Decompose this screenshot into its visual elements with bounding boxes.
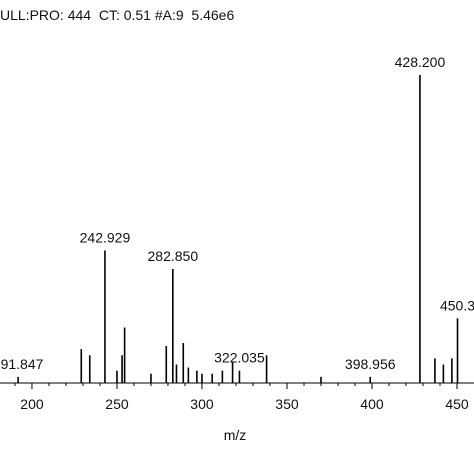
peak-label: 450.3: [440, 297, 474, 313]
x-tick-label: 250: [105, 396, 129, 412]
x-tick-label: 400: [360, 396, 384, 412]
x-axis-label: m/z: [224, 427, 247, 443]
peak-label: 398.956: [345, 356, 396, 372]
peak-label: 282.850: [148, 248, 199, 264]
peak-label: 242.929: [80, 230, 131, 246]
x-tick-label: 350: [275, 396, 299, 412]
peak-label: 428.200: [395, 54, 446, 70]
x-tick-label: 200: [20, 396, 44, 412]
x-tick-label: 450: [445, 396, 469, 412]
header: ULL:PRO: 444 CT: 0.51 #A:9 5.46e6: [0, 7, 234, 23]
x-tick-label: 300: [190, 396, 214, 412]
peak-label: 191.847: [0, 356, 44, 372]
peak-label: 322.035: [214, 350, 265, 366]
